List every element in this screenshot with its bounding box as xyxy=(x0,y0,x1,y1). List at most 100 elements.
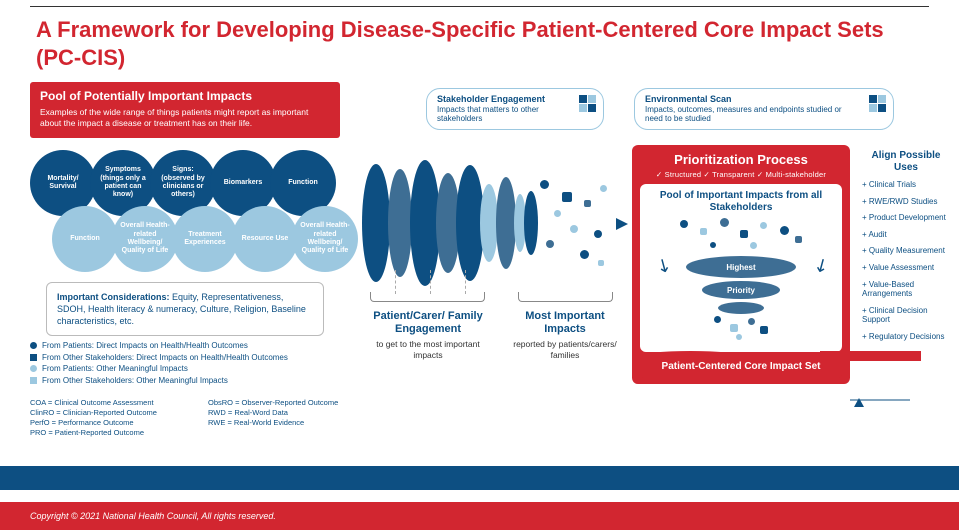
funnel-oval xyxy=(362,164,390,282)
legend-text: From Patients: Direct Impacts on Health/… xyxy=(42,340,248,352)
abbrev-item: ObsRO = Observer-Reported Outcome xyxy=(208,398,380,408)
pool-box: Pool of Potentially Important Impacts Ex… xyxy=(30,82,340,138)
scatter-dot xyxy=(680,220,688,228)
caption-engagement: Patient/Carer/ Family Engagement to get … xyxy=(368,310,488,361)
legend-marker xyxy=(30,354,37,361)
uses-item: + Value-Based Arrangements xyxy=(862,280,950,299)
tornado-level xyxy=(718,302,764,314)
scatter-dot xyxy=(750,242,757,249)
scatter-dot xyxy=(795,236,802,243)
impact-circle: Function xyxy=(52,206,118,272)
scatter-dot xyxy=(546,240,554,248)
callout-hd: Stakeholder Engagement xyxy=(437,94,565,105)
abbrev-item: ClinRO = Clinician-Reported Outcome xyxy=(30,408,202,418)
prio-checks: ✓ Structured ✓ Transparent ✓ Multi-stake… xyxy=(640,170,842,179)
scatter-dot xyxy=(594,230,602,238)
callout-scan: Environmental Scan Impacts, outcomes, me… xyxy=(634,88,894,130)
scatter-dot xyxy=(700,228,707,235)
scatter-dot xyxy=(540,180,549,189)
legend: From Patients: Direct Impacts on Health/… xyxy=(30,340,288,386)
callout-sub: Impacts that matters to other stakeholde… xyxy=(437,105,539,124)
caption-hd: Most Important Impacts xyxy=(510,310,620,336)
legend-row: From Other Stakeholders: Other Meaningfu… xyxy=(30,375,288,387)
considerations-label: Important Considerations: xyxy=(57,292,170,302)
scatter-dot xyxy=(748,318,755,325)
footer: Copyright © 2021 National Health Council… xyxy=(0,502,959,530)
caption-impacts: Most Important Impacts reported by patie… xyxy=(510,310,620,361)
uses-heading: Align Possible Uses xyxy=(862,150,950,174)
abbrev-item: RWD = Real-Word Data xyxy=(208,408,380,418)
impact-circle: Overall Health-related Wellbeing/ Qualit… xyxy=(292,206,358,272)
uses-item: + Regulatory Decisions xyxy=(862,332,950,342)
scatter-dot xyxy=(736,334,742,340)
uses-list: Align Possible Uses + Clinical Trials + R… xyxy=(862,150,950,349)
funnel-oval xyxy=(496,177,516,269)
scatter-dot xyxy=(720,218,729,227)
abbrev-item: PerfO = Performance Outcome xyxy=(30,418,202,428)
uses-item: + Quality Measurement xyxy=(862,246,950,256)
legend-row: From Patients: Direct Impacts on Health/… xyxy=(30,340,288,352)
impact-circle: Treatment Experiences xyxy=(172,206,238,272)
caption-hd: Patient/Carer/ Family Engagement xyxy=(368,310,488,336)
legend-marker xyxy=(30,365,37,372)
uses-item: + Audit xyxy=(862,230,950,240)
scatter-dot xyxy=(714,316,721,323)
legend-text: From Patients: Other Meaningful Impacts xyxy=(42,363,188,375)
caption-sub: reported by patients/carers/ families xyxy=(510,339,620,360)
caption-sub: to get to the most important impacts xyxy=(368,339,488,360)
prio-heading: Prioritization Process xyxy=(640,152,842,167)
top-rule xyxy=(30,6,929,7)
mini-icon xyxy=(869,95,886,112)
scatter-dot xyxy=(570,225,578,233)
abbreviations: COA = Clinical Outcome Assessment ObsRO =… xyxy=(30,398,380,439)
scatter-dot xyxy=(710,242,716,248)
abbrev-item xyxy=(208,428,380,438)
abbrev-item: PRO = Patient-Reported Outcome xyxy=(30,428,202,438)
legend-row: From Other Stakeholders: Direct Impacts … xyxy=(30,352,288,364)
abbrev-item: COA = Clinical Outcome Assessment xyxy=(30,398,202,408)
scatter-dot xyxy=(598,260,604,266)
pool-heading: Pool of Potentially Important Impacts xyxy=(40,89,330,103)
callout-sub: Impacts, outcomes, measures and endpoint… xyxy=(645,105,842,124)
uses-item: + Product Development xyxy=(862,213,950,223)
scatter-dot xyxy=(562,192,572,202)
callout-stakeholder: Stakeholder Engagement Impacts that matt… xyxy=(426,88,604,130)
scatter-dot xyxy=(760,222,767,229)
tornado-level: Highest xyxy=(686,256,796,278)
funnel-ovals xyxy=(362,158,542,288)
pool-sub: Examples of the wide range of things pat… xyxy=(40,107,330,129)
legend-text: From Other Stakeholders: Other Meaningfu… xyxy=(42,375,228,387)
scatter-dot xyxy=(580,250,589,259)
uses-item: + RWE/RWD Studies xyxy=(862,197,950,207)
scatter-dot xyxy=(584,200,591,207)
abbrev-item: RWE = Real-World Evidence xyxy=(208,418,380,428)
light-circles: FunctionOverall Health-related Wellbeing… xyxy=(52,206,352,272)
uses-item: + Value Assessment xyxy=(862,263,950,273)
impact-circle: Overall Health-related Wellbeing/ Qualit… xyxy=(112,206,178,272)
legend-text: From Other Stakeholders: Direct Impacts … xyxy=(42,352,288,364)
funnel-oval xyxy=(524,191,538,255)
footer-band-navy xyxy=(0,466,959,490)
legend-marker xyxy=(30,377,37,384)
uses-item: + Clinical Decision Support xyxy=(862,306,950,325)
bracket-1 xyxy=(370,292,485,302)
dash-line xyxy=(465,270,466,294)
scatter-dot xyxy=(780,226,789,235)
tornado-level: Priority xyxy=(702,281,780,299)
legend-marker xyxy=(30,342,37,349)
scatter-dot xyxy=(730,324,738,332)
uses-item: + Clinical Trials xyxy=(862,180,950,190)
pc-cis-output: Patient-Centered Core Impact Set xyxy=(640,356,842,378)
inner-pool-heading: Pool of Important Impacts from all Stake… xyxy=(646,190,836,213)
scatter-dots xyxy=(540,170,620,300)
tornado-icon: Highest Priority xyxy=(686,256,796,314)
considerations: Important Considerations: Equity, Repres… xyxy=(46,282,324,336)
bracket-2 xyxy=(518,292,613,302)
scatter-dot xyxy=(600,185,607,192)
funnel-oval xyxy=(388,169,412,277)
uses-connector xyxy=(850,395,950,410)
legend-row: From Patients: Other Meaningful Impacts xyxy=(30,363,288,375)
scatter-dot xyxy=(740,230,748,238)
callout-hd: Environmental Scan xyxy=(645,94,855,105)
page-title: A Framework for Developing Disease-Speci… xyxy=(36,16,929,71)
